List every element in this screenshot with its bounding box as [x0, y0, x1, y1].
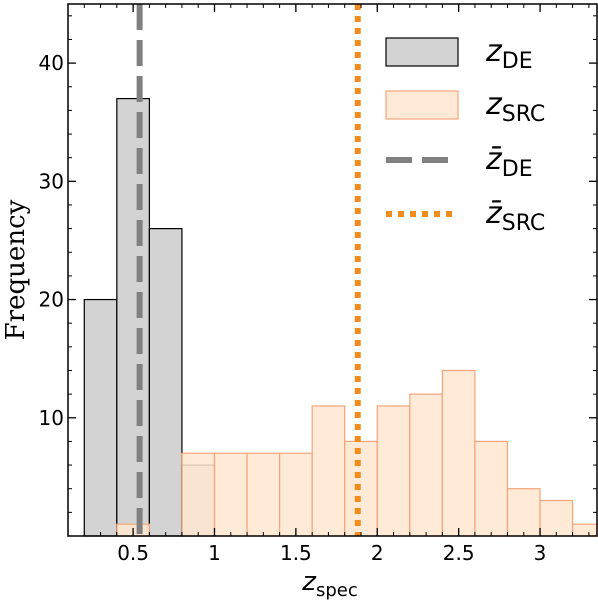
- src-bar-2: [181, 452, 216, 537]
- mean-lines: [136, 4, 361, 536]
- legend-src-swatch: [385, 90, 459, 120]
- legend-de-swatch: [385, 37, 459, 67]
- legend-de-label-sub: DE: [502, 49, 533, 74]
- legend-de-mean-label-main: z̄: [485, 142, 503, 177]
- x-tick-label-5: 3: [534, 541, 547, 565]
- de-bar-0: [83, 298, 118, 537]
- axes: 0.5 1 1.5 2 2.5 3 10 20 30 40: [39, 3, 598, 565]
- src-bar-10: [441, 369, 476, 537]
- src-bar-8: [376, 405, 411, 537]
- src-bar-12: [506, 488, 541, 537]
- x-tick-label-1: 1: [208, 541, 221, 565]
- src-bar-9: [409, 393, 443, 537]
- y-tick-label-3: 40: [39, 51, 64, 75]
- src-bar-11: [474, 440, 509, 537]
- src-bar-7: [344, 440, 378, 537]
- y-axis-title: Frequency: [1, 199, 31, 340]
- src-bar-3: [213, 452, 248, 537]
- y-tick-label-1: 20: [39, 288, 64, 312]
- src-bar-5: [279, 452, 313, 537]
- src-bar-13: [539, 499, 574, 537]
- legend-src-label: zSRC: [485, 87, 545, 127]
- x-tick-label-3: 2: [371, 541, 384, 565]
- legend-src-label-main: z: [485, 87, 503, 122]
- src-bar-4: [246, 452, 281, 537]
- legend-de-mean-label: z̄DE: [485, 142, 533, 182]
- legend-src-mean-label-sub: SRC: [502, 211, 546, 236]
- legend-src-mean-label: z̄SRC: [485, 196, 545, 236]
- legend-src-mean-label-main: z̄: [485, 196, 503, 231]
- src-bar-14: [571, 523, 598, 537]
- legend-de-label-main: z: [485, 34, 503, 69]
- de-bar-1: [116, 97, 150, 537]
- plot-frame: [67, 3, 598, 537]
- legend-de-mean-label-sub: DE: [502, 157, 533, 182]
- src-bar-6: [311, 405, 346, 537]
- legend-src-label-sub: SRC: [502, 102, 546, 127]
- y-tick-label-2: 30: [39, 169, 64, 193]
- x-tick-label-4: 2.5: [443, 541, 475, 565]
- x-tick-label-0: 0.5: [117, 541, 149, 565]
- de-bar-2: [148, 228, 183, 537]
- y-tick-label-0: 10: [39, 406, 64, 430]
- x-tick-label-2: 1.5: [280, 541, 312, 565]
- legend-de-label: zDE: [485, 34, 533, 74]
- x-axis-title: zspec: [301, 567, 357, 600]
